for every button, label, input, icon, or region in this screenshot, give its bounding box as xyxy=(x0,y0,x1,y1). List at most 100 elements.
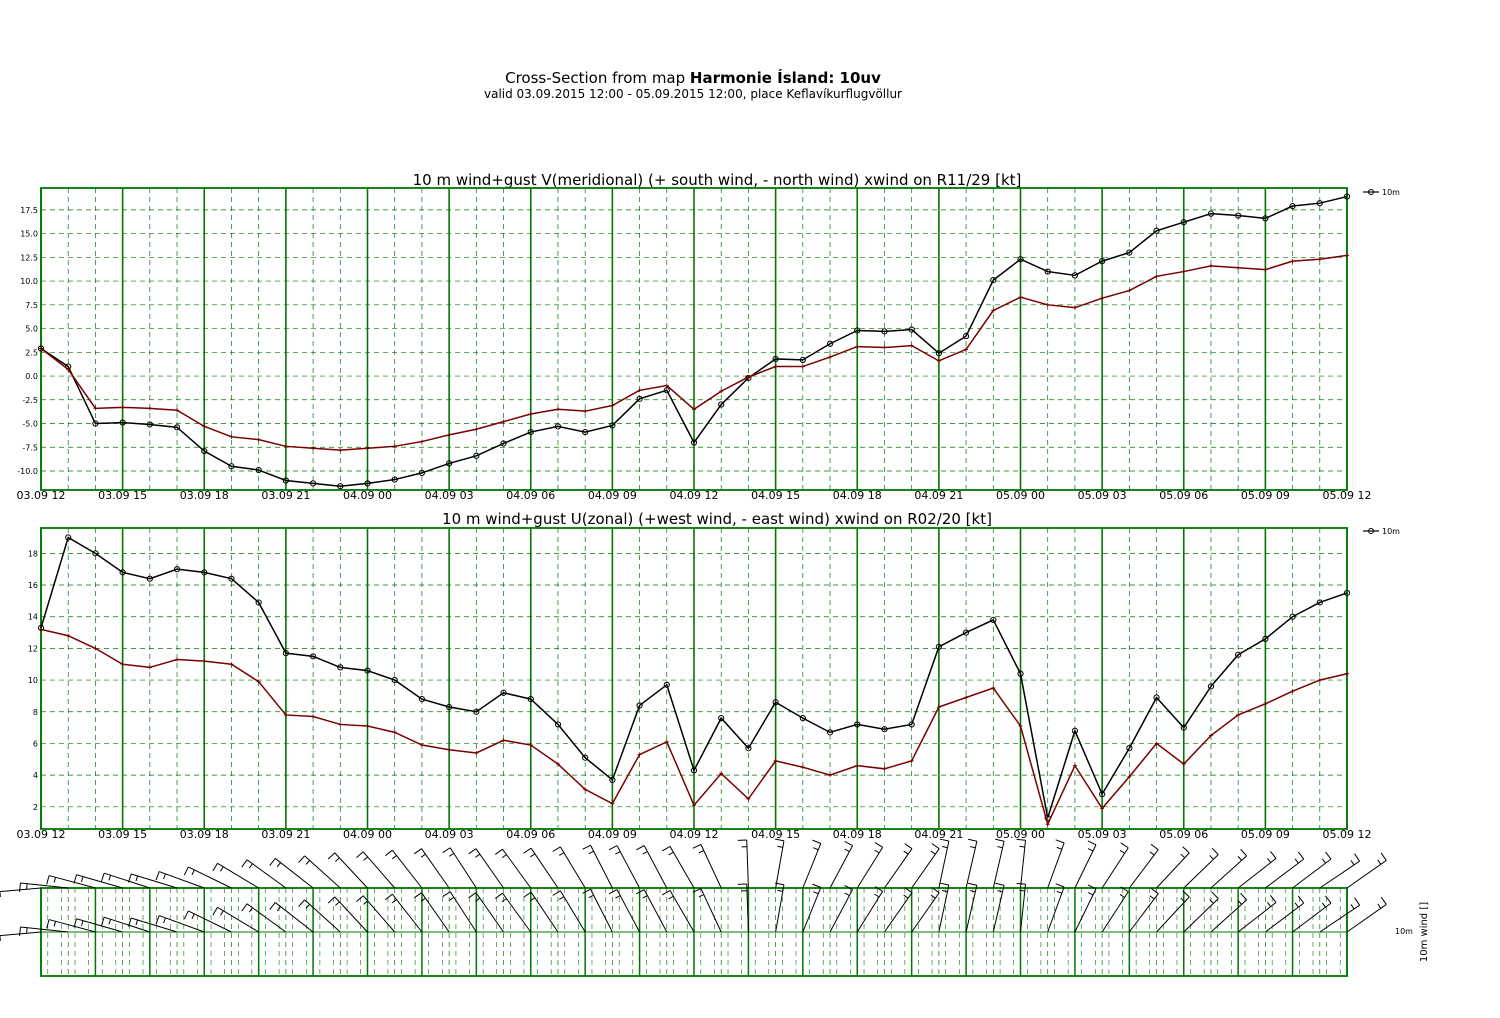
wind-barb-staff xyxy=(1319,860,1360,889)
wind-series-line xyxy=(40,536,1348,819)
wind-barb-staff xyxy=(911,892,940,933)
gust-point xyxy=(1290,689,1295,694)
y-tick-label: -10.0 xyxy=(17,467,38,476)
wind-barb-feather xyxy=(191,869,195,875)
wind-point xyxy=(119,419,126,426)
wind-point xyxy=(990,616,997,623)
gust-point xyxy=(365,724,370,729)
wind-barb-feather xyxy=(1377,903,1382,909)
wind-barb-feather xyxy=(1119,850,1125,854)
figure-subtitle: valid 03.09.2015 12:00 - 05.09.2015 12:0… xyxy=(484,87,902,101)
gust-point xyxy=(311,446,316,451)
wind-barb-feather xyxy=(930,850,936,855)
wind-barb-staff xyxy=(802,887,822,933)
gust-point xyxy=(1208,263,1213,268)
wind-barb-feather xyxy=(53,921,57,927)
x-tick-label: 04.09 03 xyxy=(425,828,474,841)
wind-barb-feather xyxy=(931,843,940,850)
wind-point xyxy=(690,439,698,446)
meridional-wind-panel: 10 m wind+gust V(meridional) (+ south wi… xyxy=(17,171,1401,502)
meridional-panel-title: 10 m wind+gust V(meridional) (+ south wi… xyxy=(413,171,1022,189)
wind-barb-feather xyxy=(812,839,822,844)
wind-point xyxy=(962,333,970,340)
wind-barb-feather xyxy=(942,890,948,893)
wind-barb-feather xyxy=(615,895,621,899)
gust-point xyxy=(1317,257,1322,262)
wind-barb-staff xyxy=(829,845,854,889)
y-tick-label: 4 xyxy=(33,771,38,780)
gust-point xyxy=(528,412,533,417)
x-tick-label: 04.09 18 xyxy=(833,489,882,502)
wind-point xyxy=(1316,200,1323,207)
wind-barb-feather xyxy=(812,883,822,888)
wind-barb-feather xyxy=(327,852,336,860)
zonal-legend-label: 10m xyxy=(1382,527,1400,536)
wind-barb-staff xyxy=(0,887,42,893)
wind-barb-staff xyxy=(746,840,749,889)
wind-barb-staff xyxy=(20,882,69,889)
wind-barb-staff xyxy=(475,848,504,889)
wind-barb-feather xyxy=(183,866,189,876)
wind-barb-feather xyxy=(501,898,507,903)
gust-point xyxy=(773,364,778,369)
gust-point xyxy=(855,344,860,349)
wind-point xyxy=(37,345,45,352)
wind-barb-feather xyxy=(608,889,618,895)
wind-barb-feather xyxy=(692,844,702,849)
wind-barb-feather xyxy=(73,874,77,884)
wind-point xyxy=(663,387,670,394)
wind-barb-staff xyxy=(965,885,978,933)
x-tick-label: 05.09 06 xyxy=(1159,828,1208,841)
wind-barb-feather xyxy=(80,920,84,926)
x-tick-label: 05.09 12 xyxy=(1323,828,1372,841)
wind-point xyxy=(337,664,344,671)
wind-barb-staff xyxy=(700,888,722,933)
gust-point xyxy=(1236,265,1241,270)
wind-barb-feather xyxy=(327,896,336,904)
x-tick-label: 04.09 06 xyxy=(506,489,555,502)
wind-barb-feather xyxy=(692,888,702,893)
x-tick-label: 04.09 18 xyxy=(833,828,882,841)
wind-barb-feather xyxy=(475,853,481,858)
y-tick-label: 2.5 xyxy=(25,348,38,357)
wind-barb-staff xyxy=(1074,888,1097,933)
wind-barb-feather xyxy=(1211,847,1219,856)
gust-point xyxy=(773,758,778,763)
wind-barb-feather xyxy=(1119,894,1125,898)
gust-point xyxy=(202,659,207,664)
wind-point xyxy=(1316,599,1323,606)
wind-barb-staff xyxy=(775,884,785,933)
gust-point xyxy=(991,686,996,691)
wind-barb-feather xyxy=(1120,842,1129,849)
wind-barb-feather xyxy=(1354,897,1360,906)
gust-point xyxy=(474,750,479,755)
gust-point xyxy=(1045,822,1050,827)
y-tick-label: 2 xyxy=(33,803,38,812)
wind-barb-feather xyxy=(608,845,618,851)
wind-barb-staff xyxy=(421,848,450,889)
wind-barb-feather xyxy=(530,853,536,858)
wind-barb-staff xyxy=(938,840,950,889)
wind-barb-staff xyxy=(590,845,613,889)
wind-barb-feather xyxy=(777,889,783,892)
gust-point xyxy=(637,388,642,393)
wind-barb-staff xyxy=(700,844,722,889)
wind-barb-feather xyxy=(642,895,648,899)
wind-barb-feather xyxy=(128,873,132,883)
wind-barb-feather xyxy=(1087,840,1097,846)
wind-barb-staff xyxy=(391,849,423,889)
wind-barb-staff xyxy=(217,862,259,889)
x-tick-label: 05.09 03 xyxy=(1078,489,1127,502)
wind-barb-feather xyxy=(19,882,21,892)
gust-point xyxy=(392,730,397,735)
wind-barb-feather xyxy=(384,849,393,857)
y-tick-label: 15.0 xyxy=(20,230,38,239)
wind-barb-feather xyxy=(942,846,948,849)
wind-point xyxy=(1289,613,1296,620)
wind-barb-staff xyxy=(829,889,854,933)
wind-barb-feather xyxy=(183,910,189,920)
wind-barb-staff xyxy=(775,840,785,889)
wind-barb-feather xyxy=(874,893,880,898)
wind-point xyxy=(119,569,126,576)
wind-point xyxy=(826,729,834,736)
